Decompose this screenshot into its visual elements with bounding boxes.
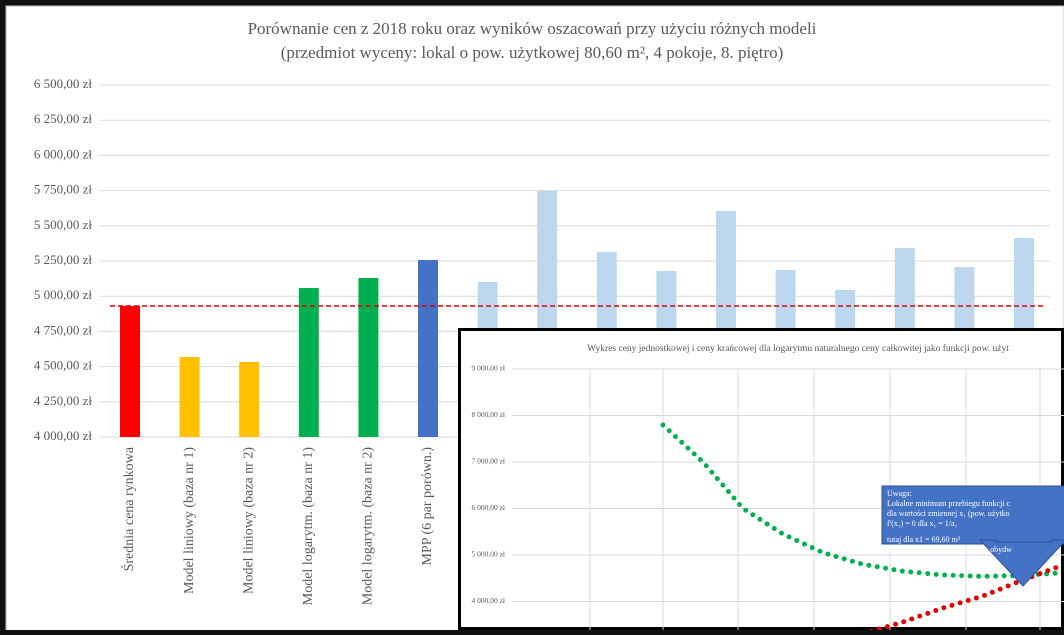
y-tick-label: 5 000,00 zł <box>34 287 93 302</box>
annotation-line: f'(x₁) = 0 dla x₁ = 1/a₁ <box>887 519 958 528</box>
annotation-box <box>881 485 1064 545</box>
bar <box>239 361 260 437</box>
inset-frame <box>458 328 1064 630</box>
x-tick-label: Model logarytm. (baza nr 2) <box>361 447 376 606</box>
annotation: Uwaga:Lokalne minimum przebiegu funkcji … <box>887 489 1012 554</box>
y-tick-label: 5 750,00 zł <box>34 182 93 197</box>
x-tick-label: MPP (6 par porówn.) <box>420 447 435 566</box>
inset-title: Wykres ceny jednostkowej i ceny krańcowe… <box>587 343 1009 354</box>
x-tick-label: Średnia cena rynkowa <box>120 446 137 571</box>
y-tick-label: 4 250,00 zł <box>34 393 93 408</box>
inset-chart: Wykres ceny jednostkowej i ceny krańcowe… <box>458 328 1064 630</box>
bar <box>120 306 140 437</box>
y-tick-label: 5 000,00 zł <box>471 550 505 559</box>
y-tick-label: 6 000,00 zł <box>471 503 505 512</box>
y-tick-label: 5 250,00 zł <box>34 252 93 267</box>
chart-title: Porównanie cen z 2018 roku oraz wyników … <box>248 19 817 38</box>
annotation-line: dokładnie w punkcie przecięcia obydw <box>887 545 1012 554</box>
dotted-line <box>660 422 1064 579</box>
bar <box>179 357 200 437</box>
annotation-arrow <box>978 539 1064 587</box>
annotation-line: Lokalne minimum przebiegu funkcji c <box>887 499 1011 508</box>
y-tick-label: 4 000,00 zł <box>471 596 505 605</box>
y-tick-label: 8 000,00 zł <box>471 410 505 419</box>
x-tick-label: Model liniowy (baza nr 2) <box>241 447 256 594</box>
y-tick-label: 6 500,00 zł <box>34 76 93 91</box>
y-tick-label: 4 500,00 zł <box>34 358 93 373</box>
y-tick-label: 4 000,00 zł <box>34 428 93 443</box>
bar <box>418 260 438 437</box>
annotation-line: dla wartości zmiennej x₁ (pow. użytko <box>887 509 1010 518</box>
x-tick-label: Model liniowy (baza nr 1) <box>182 447 197 594</box>
y-tick-label: 6 250,00 zł <box>34 111 93 126</box>
y-tick-label: 9 000,00 zł <box>471 364 505 373</box>
annotation-line: tutaj dla x1 = 69,60 m² <box>887 535 961 544</box>
y-tick-label: 4 750,00 zł <box>34 322 93 337</box>
annotation-line: Uwaga: <box>887 489 912 498</box>
y-tick-label: 5 500,00 zł <box>34 217 93 232</box>
bar <box>298 288 319 437</box>
y-tick-label: 6 000,00 zł <box>34 146 93 161</box>
bar <box>358 278 379 437</box>
y-tick-label: 7 000,00 zł <box>471 457 505 466</box>
chart-subtitle: (przedmiot wyceny: lokal o pow. użytkowe… <box>281 43 784 62</box>
x-tick-label: Model logarytm. (baza nr 1) <box>301 447 316 606</box>
